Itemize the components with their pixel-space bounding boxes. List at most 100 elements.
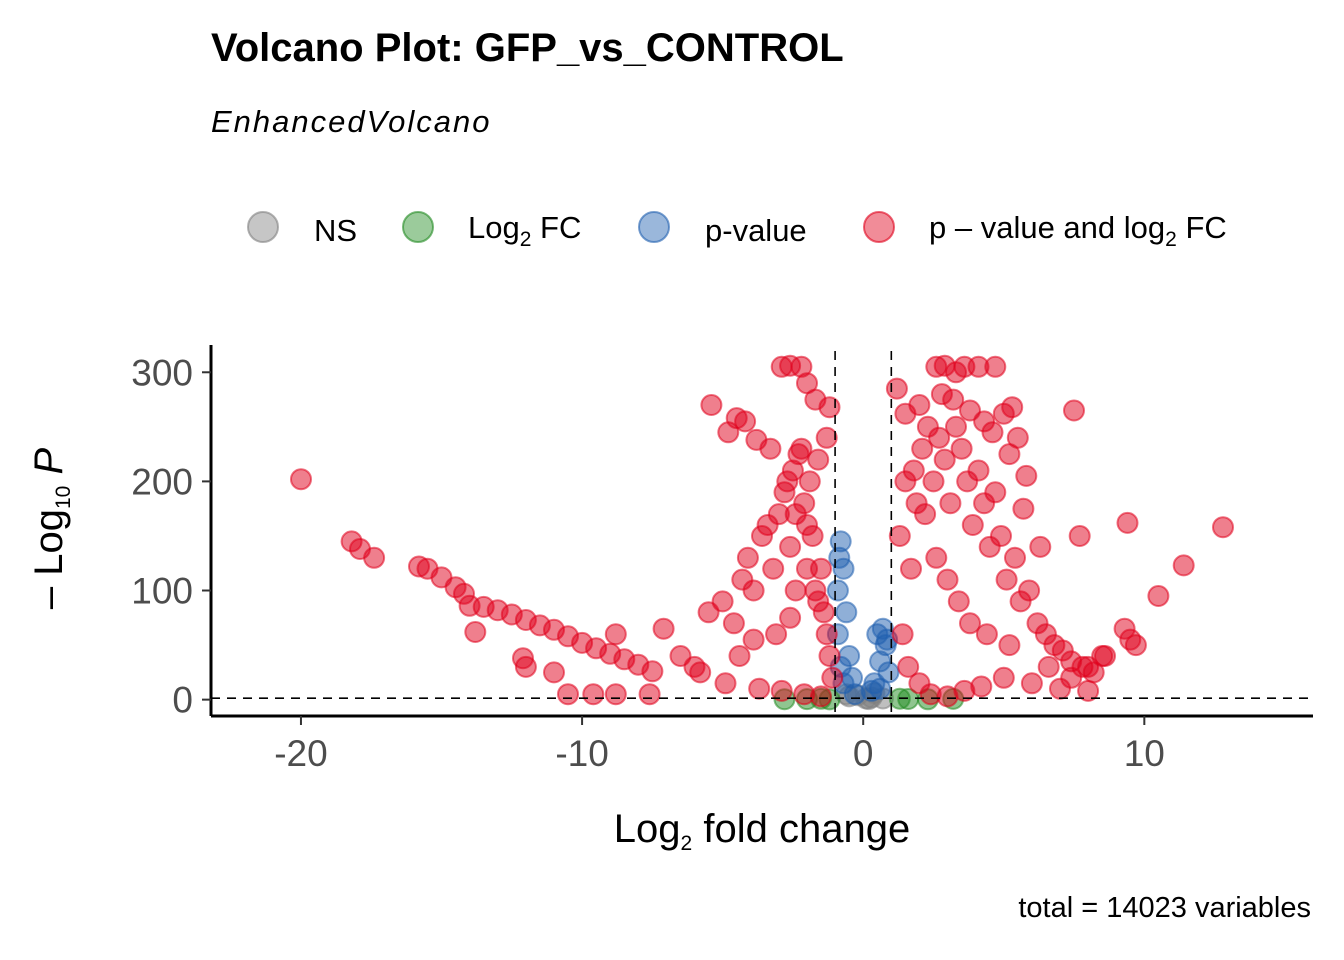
- data-point: [975, 623, 998, 646]
- y-tick-label: 0: [172, 680, 193, 721]
- data-point: [815, 426, 838, 449]
- x-tick-label: -20: [274, 733, 327, 774]
- data-point: [961, 514, 984, 536]
- data-point: [1091, 645, 1114, 667]
- data-point: [1124, 634, 1147, 657]
- legend: NS Log2 FC p-value p – value and log2 FC: [247, 210, 1227, 251]
- data-point: [821, 666, 844, 689]
- data-point: [807, 590, 830, 613]
- data-point: [1068, 525, 1091, 547]
- data-point: [818, 396, 841, 419]
- data-point: [700, 394, 723, 416]
- data-point: [995, 568, 1018, 591]
- data-point: [928, 426, 951, 449]
- legend-label-ns: NS: [314, 213, 357, 248]
- data-point: [922, 470, 945, 493]
- data-point: [1037, 655, 1060, 678]
- data-point: [784, 579, 807, 602]
- data-point: [796, 557, 818, 580]
- data-point: [950, 437, 973, 460]
- data-point: [992, 666, 1015, 689]
- legend-marker-p: [638, 211, 670, 243]
- data-point: [936, 568, 959, 591]
- data-point: [1006, 426, 1029, 449]
- data-point: [779, 535, 802, 558]
- data-point: [981, 421, 1004, 444]
- data-point: [911, 437, 934, 460]
- data-point: [1116, 511, 1139, 534]
- data-point: [897, 655, 920, 678]
- data-point: [582, 683, 605, 706]
- data-point: [1147, 585, 1170, 607]
- data-point: [818, 645, 841, 667]
- data-point: [793, 492, 816, 515]
- cutoff-lines: [211, 351, 1313, 716]
- data-point: [1015, 464, 1038, 487]
- data-point: [604, 683, 627, 706]
- data-point: [1004, 546, 1026, 569]
- data-point: [736, 546, 759, 569]
- data-point: [1113, 617, 1136, 640]
- data-point: [959, 612, 981, 635]
- data-point: [828, 546, 851, 569]
- data-point: [933, 448, 956, 471]
- data-point: [925, 546, 948, 569]
- data-point: [869, 677, 892, 700]
- data-point: [945, 415, 967, 438]
- data-point: [947, 590, 970, 613]
- legend-marker-both: [863, 211, 895, 243]
- data-point: [835, 601, 858, 624]
- data-points: [290, 354, 1234, 711]
- chart-title: Volcano Plot: GFP_vs_CONTROL: [211, 26, 844, 70]
- data-point: [759, 437, 782, 460]
- legend-marker-ns: [247, 211, 279, 243]
- data-point: [826, 579, 849, 602]
- data-point: [970, 675, 993, 698]
- data-point: [790, 437, 813, 460]
- data-point: [914, 503, 937, 526]
- data-point: [900, 557, 922, 580]
- chart-caption: total = 14023 variables: [1018, 892, 1311, 924]
- data-point: [902, 459, 925, 482]
- data-point: [1020, 672, 1043, 695]
- x-axis-title: Log2 fold change: [614, 807, 910, 855]
- y-tick-label: 100: [131, 571, 193, 612]
- legend-label-both: p – value and log2 FC: [929, 210, 1227, 251]
- data-point: [765, 623, 788, 646]
- legend-label-p: p-value: [705, 213, 807, 248]
- data-point: [908, 394, 931, 416]
- data-point: [1001, 396, 1024, 419]
- data-point: [984, 355, 1007, 378]
- data-point: [1077, 679, 1100, 702]
- data-point: [967, 459, 990, 482]
- data-point: [1063, 399, 1085, 422]
- data-point: [1029, 535, 1052, 558]
- data-point: [652, 617, 675, 640]
- data-point: [689, 661, 712, 684]
- data-point: [1012, 497, 1035, 520]
- data-point: [798, 470, 821, 493]
- data-point: [514, 655, 537, 678]
- data-point: [638, 683, 661, 706]
- chart-subtitle: EnhancedVolcano: [211, 104, 492, 139]
- data-point: [815, 623, 838, 646]
- data-point: [464, 621, 487, 643]
- legend-label-fc: Log2 FC: [468, 210, 581, 251]
- data-point: [984, 481, 1007, 504]
- data-point: [641, 660, 664, 683]
- data-point: [728, 645, 751, 667]
- data-point: [888, 525, 911, 547]
- data-point: [1049, 677, 1071, 700]
- y-axis-title: – Log10 P: [27, 448, 75, 610]
- data-point: [748, 677, 771, 700]
- x-tick-label: 10: [1124, 733, 1165, 774]
- data-point: [801, 525, 824, 547]
- data-point: [762, 557, 785, 580]
- data-point: [734, 410, 757, 433]
- data-point: [557, 683, 579, 706]
- data-point: [711, 590, 734, 613]
- data-point: [807, 448, 830, 471]
- data-point: [779, 606, 802, 629]
- data-point: [1018, 579, 1041, 602]
